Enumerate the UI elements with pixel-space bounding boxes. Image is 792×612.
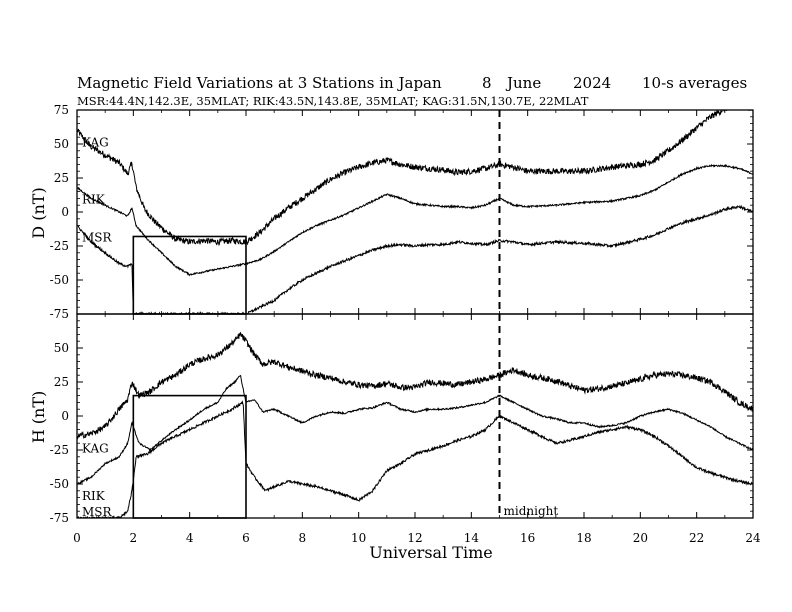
x-tick-label: 6 <box>242 531 250 545</box>
x-tick-label: 18 <box>576 531 591 545</box>
y-tick-label: 25 <box>54 171 69 185</box>
x-tick-label: 2 <box>130 531 138 545</box>
y-tick-label: -25 <box>50 239 69 253</box>
x-tick-label: 24 <box>745 531 761 545</box>
station-label-rik: RIK <box>82 193 106 207</box>
y-tick-label: -75 <box>50 307 69 321</box>
x-tick-label: 4 <box>186 531 194 545</box>
y-tick-label: -50 <box>50 273 69 287</box>
y-tick-label: 0 <box>61 409 69 423</box>
station-label-rik: RIK <box>82 489 106 503</box>
x-tick-label: 12 <box>407 531 422 545</box>
x-tick-label: 14 <box>464 531 480 545</box>
y-tick-label: 50 <box>54 137 69 151</box>
station-subtitle: MSR:44.4N,142.3E, 35MLAT; RIK:43.5N,143.… <box>77 94 589 108</box>
station-label-kag: KAG <box>82 441 109 455</box>
x-tick-label: 10 <box>351 531 366 545</box>
title-averages: 10-s averages <box>642 74 747 92</box>
chart-title: Magnetic Field Variations at 3 Stations … <box>77 74 442 92</box>
x-tick-label: 16 <box>520 531 535 545</box>
trace-rik <box>77 163 753 277</box>
x-tick-label: 22 <box>689 531 704 545</box>
trace-msr <box>77 400 753 518</box>
title-month: June <box>505 74 541 92</box>
x-tick-label: 8 <box>299 531 307 545</box>
x-axis-label: Universal Time <box>369 543 492 562</box>
x-tick-label: 20 <box>633 531 648 545</box>
title-day: 8 <box>482 74 492 92</box>
y-tick-label: -25 <box>50 443 69 457</box>
x-tick-label: 0 <box>73 531 81 545</box>
title-year: 2024 <box>573 74 611 92</box>
trace-kag <box>77 110 753 247</box>
y-tick-label: 75 <box>54 103 69 117</box>
station-label-msr: MSR <box>82 505 113 519</box>
plot-layer: 75 50 25 0 -25 -50 -75 KAG RIK MSR 50 25 0 -25 -50 -75 K… <box>50 103 761 545</box>
trace-rik <box>77 374 753 486</box>
midnight-label: midnight <box>504 504 559 518</box>
event-box <box>132 394 247 519</box>
station-label-kag: KAG <box>82 135 109 149</box>
y-tick-label: 25 <box>54 375 69 389</box>
d-axis-label: D (nT) <box>29 187 48 238</box>
trace-kag <box>77 331 753 440</box>
station-label-msr: MSR <box>82 231 113 245</box>
y-tick-label: 50 <box>54 341 69 355</box>
h-axis-label: H (nT) <box>29 391 48 444</box>
y-tick-label: 0 <box>61 205 69 219</box>
y-tick-label: -75 <box>50 511 69 525</box>
trace-msr <box>77 204 753 314</box>
y-tick-label: -50 <box>50 477 69 491</box>
